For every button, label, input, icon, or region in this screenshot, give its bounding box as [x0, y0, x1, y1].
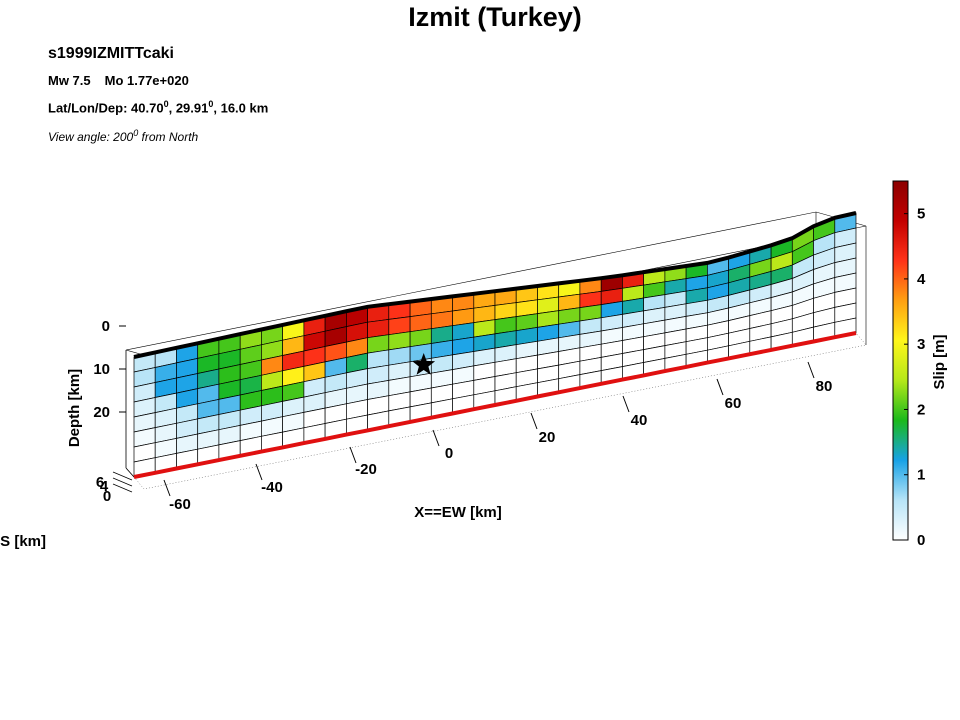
latlon-prefix: Lat/Lon/Dep: 40.70 [48, 100, 164, 116]
x-tick-mark [807, 361, 815, 379]
ns-tick-label: 4 [100, 478, 109, 495]
degree-mark: 0 [163, 99, 169, 109]
x-tick-mark [255, 463, 263, 481]
x-axis-label: X==EW [km] [414, 504, 502, 521]
x-tick-mark [530, 412, 538, 430]
latlon-mid: , 29.91 [168, 100, 209, 116]
colorbar-tick-label: 0 [917, 532, 925, 549]
ns-tick-label: 6 [96, 474, 104, 491]
view-suffix: from North [138, 130, 199, 144]
x-tick-label: 20 [539, 429, 556, 446]
event-id: s1999IZMITTcaki [48, 45, 174, 62]
depth-tick-label: 10 [93, 361, 110, 378]
x-tick-mark [163, 479, 171, 497]
mw-label: Mw 7.5 [48, 73, 91, 88]
depth-tick-label: 20 [93, 404, 110, 421]
colorbar-tick-label: 2 [917, 401, 925, 418]
x-tick-label: 60 [725, 395, 742, 412]
ns-axis-label: S [km] [0, 533, 46, 550]
x-tick-mark [432, 429, 440, 447]
colorbar-tick-label: 1 [917, 467, 925, 484]
fault-top-trace [133, 211, 857, 359]
x-tick-label: 0 [445, 445, 453, 462]
colorbar-tick-label: 3 [917, 336, 925, 353]
x-tick-label: -20 [355, 461, 377, 478]
ns-tick-mark [112, 477, 133, 487]
x-tick-mark [716, 378, 724, 396]
ns-tick-label: 0 [103, 488, 111, 505]
location-line: Lat/Lon/Dep: 40.700, 29.910, 16.0 km [48, 99, 268, 115]
x-tick-mark [622, 395, 630, 413]
latlon-suffix: , 16.0 km [213, 100, 269, 116]
view-prefix: View angle: 200 [48, 130, 134, 144]
frame-edge-base [125, 467, 135, 478]
mo-label: Mo 1.77e+020 [104, 73, 189, 88]
depth-tick-label: 0 [102, 318, 110, 335]
ns-tick-mark [112, 483, 133, 493]
magnitude-line: Mw 7.5 Mo 1.77e+020 [48, 73, 189, 88]
degree-mark: 0 [208, 99, 214, 109]
x-tick-label: -40 [261, 479, 283, 496]
chart-title: Izmit (Turkey) [408, 2, 582, 32]
x-tick-label: 40 [631, 412, 648, 429]
x-tick-label: 80 [816, 378, 833, 395]
colorbar-tick-label: 5 [917, 206, 925, 223]
colorbar-tick-label: 4 [917, 271, 926, 288]
ns-tick-mark [112, 471, 133, 481]
hypocenter-star [412, 353, 436, 375]
x-tick-mark [349, 446, 357, 464]
colorbar [892, 180, 909, 541]
depth-axis-label: Depth [km] [66, 369, 83, 447]
view-angle-line: View angle: 2000 from North [48, 128, 198, 144]
degree-mark: 0 [133, 128, 139, 138]
x-tick-label: -60 [169, 496, 191, 513]
colorbar-label: Slip [m] [931, 334, 948, 389]
fault-bottom-trace [133, 331, 857, 479]
